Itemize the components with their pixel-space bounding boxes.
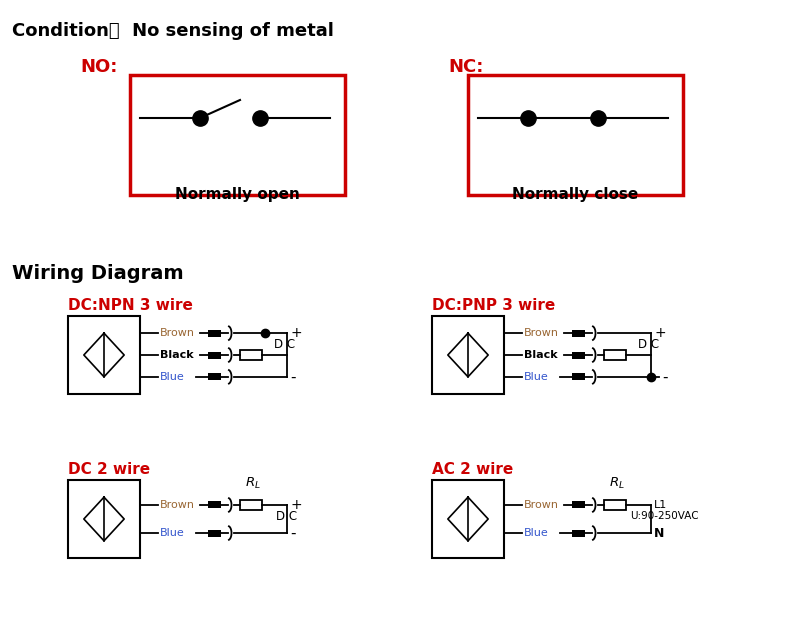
Text: Brown: Brown [160,500,195,510]
Text: Blue: Blue [160,528,185,538]
Bar [208,501,221,508]
Bar [572,329,585,336]
Text: -: - [290,526,295,541]
Text: U:90-250VAC: U:90-250VAC [630,511,698,521]
Text: D C: D C [638,338,659,351]
Text: -: - [662,369,667,385]
Text: D C: D C [274,338,295,351]
Bar [208,352,221,358]
Bar [68,316,140,394]
Bar [208,530,221,537]
Text: +: + [654,326,666,340]
Text: Normally open: Normally open [175,187,300,202]
Text: DC:NPN 3 wire: DC:NPN 3 wire [68,298,193,313]
Bar [432,480,504,558]
Bar [130,75,345,195]
Text: +: + [290,326,302,340]
Text: $R_L$: $R_L$ [245,476,261,491]
Text: DC 2 wire: DC 2 wire [68,462,150,477]
Text: D C: D C [276,510,297,523]
Text: Brown: Brown [524,500,559,510]
Text: Black: Black [160,350,194,360]
Bar [604,350,626,360]
Text: Black: Black [524,350,558,360]
Text: Brown: Brown [524,328,559,338]
Text: Blue: Blue [524,372,549,382]
Text: Blue: Blue [160,372,185,382]
Bar [240,350,262,360]
Bar [68,480,140,558]
Text: +: + [290,498,302,512]
Bar [432,316,504,394]
Text: NC:: NC: [448,58,483,76]
Bar [572,530,585,537]
Text: Normally close: Normally close [512,187,638,202]
Bar [240,500,262,510]
Text: Brown: Brown [160,328,195,338]
Text: N: N [654,526,664,539]
Text: Blue: Blue [524,528,549,538]
Text: $R_L$: $R_L$ [609,476,625,491]
Bar [604,500,626,510]
Text: L1: L1 [654,500,667,510]
Text: DC:PNP 3 wire: DC:PNP 3 wire [432,298,555,313]
Text: Condition：  No sensing of metal: Condition： No sensing of metal [12,22,334,40]
Bar [572,501,585,508]
Text: NO:: NO: [80,58,118,76]
Bar [208,329,221,336]
Bar [572,374,585,380]
Text: -: - [290,369,295,385]
Bar [468,75,683,195]
Text: Wiring Diagram: Wiring Diagram [12,264,184,283]
Bar [572,352,585,358]
Bar [208,374,221,380]
Text: AC 2 wire: AC 2 wire [432,462,514,477]
